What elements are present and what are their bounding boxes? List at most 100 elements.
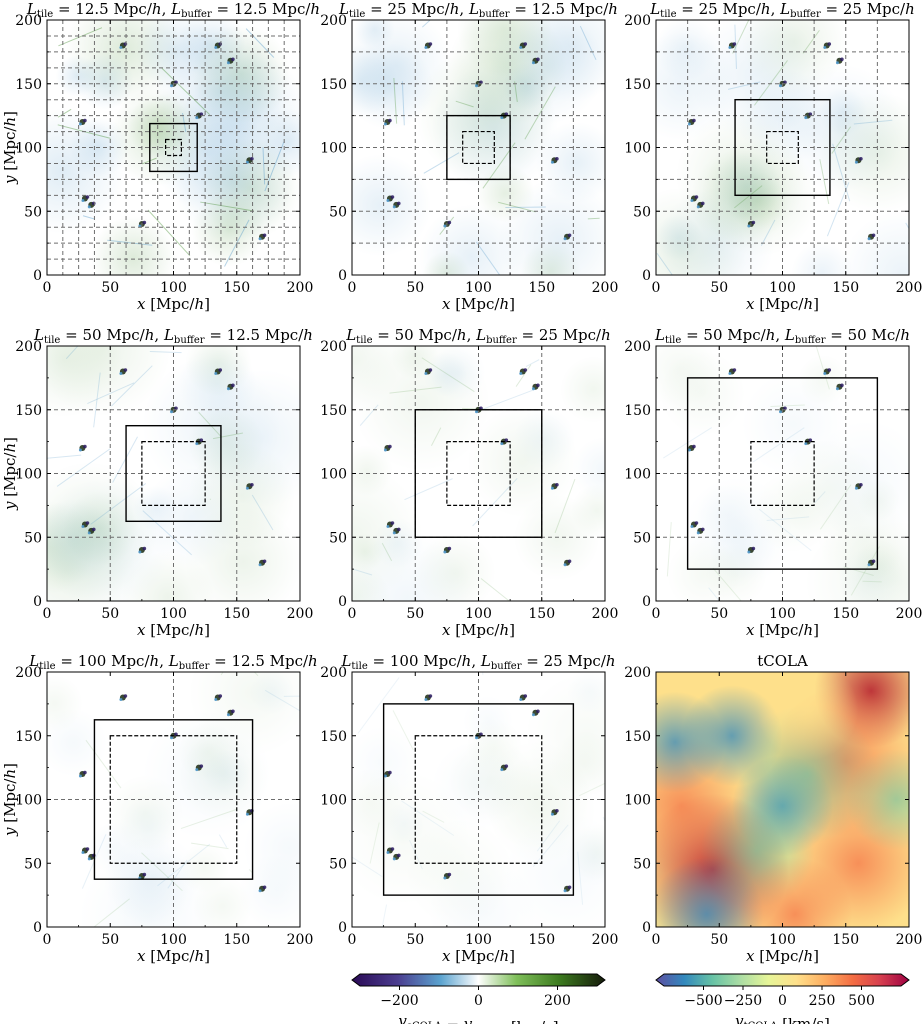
halo	[519, 368, 528, 375]
colorbar-tick-label: 0	[474, 993, 483, 1009]
x-tick-label: 200	[287, 280, 314, 296]
filament	[524, 86, 556, 140]
filament	[93, 898, 130, 927]
x-tick-label: 200	[896, 280, 923, 296]
y-tick-label: 150	[15, 729, 42, 745]
filament	[392, 710, 414, 751]
x-tick-label: 0	[652, 280, 661, 296]
filament	[191, 842, 229, 850]
x-tick-label: 200	[592, 280, 619, 296]
diff-structure	[121, 551, 215, 601]
halo	[443, 872, 452, 880]
x-tick-label: 200	[896, 606, 923, 622]
y-tick-label: 0	[642, 594, 651, 610]
halo	[195, 112, 204, 120]
x-tick-label: 0	[652, 606, 661, 622]
filament	[577, 851, 584, 905]
filament	[359, 404, 379, 426]
x-tick-label: 200	[592, 606, 619, 622]
buffer-region-box	[686, 377, 879, 570]
filament	[766, 516, 810, 521]
colorbar-gradient	[351, 973, 606, 987]
colorbar-label: vsCOLA − vtCOLA [km/s]	[398, 1012, 558, 1024]
panel-title: Ltile = 12.5 Mpc/h, Lbuffer = 12.5 Mpc/h	[26, 0, 320, 20]
velocity-structure	[738, 857, 853, 927]
colorbar-tick-label: −500	[684, 993, 722, 1009]
diff-structure	[447, 20, 567, 127]
y-tick-label: 0	[642, 920, 651, 936]
halo	[392, 201, 401, 209]
filament	[579, 25, 597, 60]
y-tick-label: 150	[320, 729, 347, 745]
halo	[804, 112, 813, 120]
filament	[753, 60, 788, 106]
halo	[728, 42, 737, 49]
colorbars-group: −200 0 200 vsCOLA − vtCOLA [km/s] −500−250 0 2…	[351, 973, 910, 1024]
diff-structure	[741, 20, 848, 95]
diff-structure	[415, 532, 496, 601]
x-axis-label: x [Mpc/h]	[746, 295, 819, 313]
y-tick-label: 200	[320, 339, 347, 355]
halo	[119, 368, 128, 375]
y-axis-label: y [Mpc/h]	[1, 763, 19, 837]
panel-title: Ltile = 25 Mpc/h, Lbuffer = 12.5 Mpc/h	[338, 0, 618, 20]
halo	[519, 694, 528, 701]
panel-map	[352, 346, 605, 601]
filament	[656, 253, 673, 275]
diff-structure	[192, 876, 253, 927]
filament	[57, 108, 72, 118]
colorbar-gradient	[655, 973, 910, 987]
colorbar-tick-label: −200	[380, 993, 418, 1009]
y-tick-label: 0	[338, 594, 347, 610]
y-tick-label: 100	[320, 141, 347, 157]
diff-structure	[91, 215, 176, 275]
halo	[78, 444, 87, 452]
filament	[409, 840, 423, 870]
x-axis-label: x [Mpc/h]	[442, 947, 515, 965]
diff-structure	[791, 241, 854, 275]
filament	[421, 357, 475, 393]
x-tick-label: 200	[287, 606, 314, 622]
filament	[381, 542, 393, 562]
filament	[455, 100, 474, 108]
filament	[734, 185, 763, 209]
y-tick-label: 50	[24, 530, 42, 546]
filament	[514, 81, 518, 102]
x-tick-label: 0	[348, 606, 357, 622]
halo	[867, 233, 876, 241]
diff-structure	[243, 801, 300, 895]
y-tick-label: 0	[642, 268, 651, 284]
y-tick-label: 200	[320, 13, 347, 29]
y-tick-label: 50	[329, 530, 347, 546]
y-tick-label: 200	[320, 665, 347, 681]
diff-structure	[566, 672, 605, 715]
halo	[563, 233, 572, 241]
filament	[107, 239, 153, 246]
y-axis-label: y [Mpc/h]	[1, 437, 19, 511]
buffer-region-box	[125, 424, 222, 523]
y-tick-label: 0	[33, 268, 42, 284]
filament	[180, 808, 238, 830]
y-tick-label: 100	[15, 793, 42, 809]
colorbar-tick-label: 500	[848, 993, 875, 1009]
filament	[430, 427, 442, 446]
central-tile-box	[414, 735, 543, 864]
y-tick-label: 50	[633, 530, 651, 546]
y-tick-label: 200	[624, 13, 651, 29]
halo	[245, 482, 254, 490]
y-tick-label: 150	[624, 729, 651, 745]
diff-structure	[47, 498, 116, 583]
colorbar-tick-label: 250	[809, 993, 836, 1009]
diff-structure	[383, 802, 425, 845]
filament	[212, 432, 244, 440]
filament	[87, 382, 135, 404]
halo	[687, 444, 696, 452]
x-tick-label: 150	[223, 932, 250, 948]
y-tick-label: 50	[329, 204, 347, 220]
filament	[111, 365, 153, 407]
y-tick-label: 100	[624, 141, 651, 157]
diff-structure	[711, 151, 782, 222]
